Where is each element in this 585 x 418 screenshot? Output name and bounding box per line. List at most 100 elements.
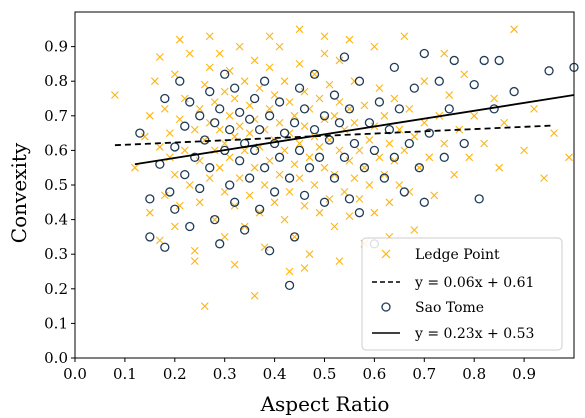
ledge-point-marker <box>270 198 279 207</box>
ledge-point-marker <box>220 188 229 196</box>
sao-tome-marker <box>244 173 255 183</box>
ledge-point-marker <box>150 77 159 86</box>
ledge-point-marker <box>370 42 379 51</box>
ledge-point-marker <box>195 198 204 207</box>
ledge-point-marker <box>275 42 284 51</box>
ledge-point-marker <box>140 132 149 141</box>
sao-tome-marker <box>210 214 220 225</box>
sao-tome-marker <box>289 232 300 242</box>
ledge-point-marker <box>395 181 404 189</box>
sao-tome-marker <box>274 97 285 107</box>
sao-tome-marker <box>220 69 230 79</box>
ledge-point-marker <box>310 70 319 79</box>
sao-tome-marker <box>469 80 479 90</box>
sao-tome-marker <box>145 194 155 204</box>
ledge-point-marker <box>265 104 274 113</box>
ledge-point-marker <box>205 32 214 41</box>
ledge-point-marker <box>425 153 434 162</box>
ledge-point-marker <box>375 84 384 93</box>
ledge-point-marker <box>315 94 324 103</box>
axes: 0.0 0.1 0.2 0.3 0.4 0.5 0.6 0.7 0.8 0.9 0.0 0.1 0.2 0… <box>44 11 575 383</box>
sao-tome-marker <box>294 83 305 93</box>
ledge-point-marker <box>340 188 349 196</box>
ledge-point-marker <box>345 35 354 44</box>
sao-tome-marker <box>230 197 240 207</box>
ledge-point-marker <box>320 163 329 172</box>
ledge-point-marker <box>490 94 499 103</box>
sao-tome-marker <box>299 190 310 201</box>
sao-tome-marker <box>474 194 484 204</box>
ledge-point-marker <box>275 118 284 127</box>
ledge-point-marker <box>155 236 164 245</box>
ledge-point-marker <box>325 194 334 203</box>
ledge-point-marker <box>111 91 119 99</box>
ledge-point-marker <box>345 104 354 113</box>
sao-tome-marker <box>170 204 180 214</box>
sao-tome-marker <box>304 163 315 173</box>
ledge-point-marker <box>375 153 384 162</box>
sao-tome-marker <box>389 62 400 73</box>
ledge-point-marker <box>345 212 354 221</box>
sao-tome-marker <box>339 152 350 162</box>
sao-tome-marker <box>309 124 320 135</box>
sao-tome-marker <box>459 138 469 149</box>
ledge-point-marker <box>330 111 339 120</box>
sao-tome-marker <box>369 145 380 156</box>
ledge-point-marker <box>320 49 329 58</box>
ledge-point-marker <box>405 104 414 113</box>
ledge-point-marker <box>385 139 394 148</box>
ledge-point-marker <box>210 98 219 106</box>
sao-tome-marker <box>170 142 180 152</box>
ledge-point-marker <box>220 139 229 148</box>
sao-tome-marker <box>299 104 310 114</box>
fit-line-solid <box>134 94 575 166</box>
ledge-point-marker <box>480 139 489 148</box>
x-tick-label: 0.6 <box>362 365 386 383</box>
ledge-point-marker <box>205 174 214 182</box>
ledge-point-marker <box>295 25 304 34</box>
sao-tome-marker <box>259 76 270 86</box>
ledge-point-marker <box>170 170 179 179</box>
ledge-point-marker <box>275 170 284 179</box>
sao-tome-marker <box>344 194 355 204</box>
ledge-point-marker <box>520 146 528 155</box>
y-tick-label: 0.7 <box>44 107 68 125</box>
sao-tome-marker <box>249 93 260 104</box>
sao-tome-marker <box>284 173 295 183</box>
sao-tome-marker <box>180 121 190 131</box>
sao-tome-marker <box>205 163 215 173</box>
ledge-point-marker <box>250 291 259 300</box>
y-tick-label: 0.3 <box>44 245 68 263</box>
sao-tome-marker <box>135 128 145 138</box>
sao-tome-marker <box>509 86 519 97</box>
ledge-point-marker <box>240 77 249 86</box>
ledge-point-marker <box>410 226 419 234</box>
sao-tome-marker <box>145 232 155 242</box>
ledge-point-marker <box>160 104 169 113</box>
sao-tome-marker <box>279 128 290 138</box>
ledge-point-marker <box>495 163 504 172</box>
ledge-point-marker <box>460 70 469 79</box>
ledge-point-marker <box>260 243 269 252</box>
ledge-point-marker <box>280 215 289 224</box>
ledge-point-marker <box>550 129 558 137</box>
sao-tome-marker <box>210 118 220 128</box>
ledge-point-marker <box>220 87 229 96</box>
ledge-point-marker <box>285 267 294 276</box>
sao-tome-marker <box>389 152 400 162</box>
ledge-point-marker <box>245 191 254 200</box>
ledge-point-marker <box>170 222 179 231</box>
sao-tome-marker <box>344 104 355 114</box>
ledge-point-marker <box>200 136 209 144</box>
ledge-point-marker <box>295 174 304 182</box>
sao-tome-marker <box>185 221 195 232</box>
ledge-point-marker <box>130 163 139 172</box>
ledge-point-marker <box>145 208 154 217</box>
ledge-point-marker <box>540 174 548 182</box>
y-axis-title: Convexity <box>7 142 31 243</box>
ledge-point-marker <box>365 136 374 144</box>
legend-label-fit-1: y = 0.06x + 0.61 <box>414 275 534 291</box>
sao-tome-marker <box>374 97 385 107</box>
ledge-point-marker <box>190 257 199 266</box>
legend-marker-sao-tome <box>381 302 391 312</box>
